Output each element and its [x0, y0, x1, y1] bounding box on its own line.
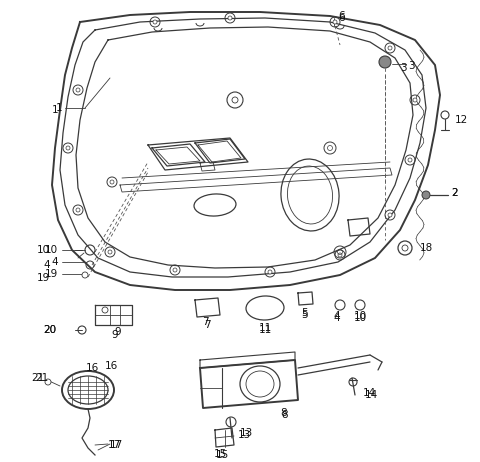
Text: 4: 4: [334, 313, 340, 323]
Text: 8: 8: [282, 410, 288, 420]
Text: 17: 17: [108, 440, 121, 450]
Text: 10: 10: [45, 245, 58, 255]
Circle shape: [422, 191, 430, 199]
Text: 14: 14: [365, 390, 378, 400]
Circle shape: [408, 158, 412, 162]
Text: 6: 6: [338, 13, 345, 23]
Circle shape: [66, 146, 70, 150]
Text: 8: 8: [281, 408, 288, 418]
Text: 19: 19: [37, 273, 50, 283]
Circle shape: [333, 20, 337, 24]
Text: 9: 9: [115, 327, 121, 337]
Text: 21: 21: [35, 373, 48, 383]
Text: 11: 11: [258, 323, 272, 333]
Circle shape: [173, 268, 177, 272]
Text: 20: 20: [43, 325, 56, 335]
Text: 4: 4: [51, 257, 58, 267]
Text: 10: 10: [353, 313, 367, 323]
Text: 3: 3: [400, 63, 407, 73]
Circle shape: [228, 16, 232, 20]
Circle shape: [379, 56, 391, 68]
Text: 1: 1: [55, 103, 62, 113]
Text: 18: 18: [420, 243, 433, 253]
Text: 7: 7: [202, 317, 208, 327]
Text: 4: 4: [43, 260, 50, 270]
Text: 6: 6: [338, 11, 345, 21]
Text: 5: 5: [302, 310, 308, 320]
Text: 9: 9: [112, 330, 118, 340]
Circle shape: [338, 253, 342, 257]
Text: 7: 7: [204, 320, 210, 330]
Circle shape: [413, 98, 417, 102]
Circle shape: [268, 270, 272, 274]
Circle shape: [402, 245, 408, 251]
Circle shape: [108, 250, 112, 254]
Text: 4: 4: [334, 311, 340, 321]
Text: 15: 15: [216, 450, 228, 460]
Text: 16: 16: [105, 361, 118, 371]
Text: 3: 3: [408, 61, 415, 71]
Text: 12: 12: [455, 115, 468, 125]
Text: 17: 17: [110, 440, 123, 450]
Text: 13: 13: [238, 430, 251, 440]
Circle shape: [45, 379, 51, 385]
Text: 19: 19: [45, 269, 58, 279]
Text: 10: 10: [353, 311, 367, 321]
Text: 1: 1: [51, 105, 58, 115]
Circle shape: [76, 208, 80, 212]
Circle shape: [388, 213, 392, 217]
Circle shape: [153, 20, 157, 24]
Circle shape: [388, 46, 392, 50]
Text: 13: 13: [240, 428, 253, 438]
Circle shape: [82, 272, 88, 278]
Text: 21: 21: [32, 373, 45, 383]
Circle shape: [76, 88, 80, 92]
Text: 14: 14: [363, 388, 376, 398]
Text: 20: 20: [43, 325, 56, 335]
Text: 2: 2: [451, 188, 457, 198]
Text: 2: 2: [451, 188, 457, 198]
Text: 15: 15: [214, 449, 227, 459]
Text: 10: 10: [37, 245, 50, 255]
Text: 5: 5: [302, 308, 308, 318]
Text: 16: 16: [85, 363, 98, 373]
Text: 11: 11: [258, 325, 272, 335]
